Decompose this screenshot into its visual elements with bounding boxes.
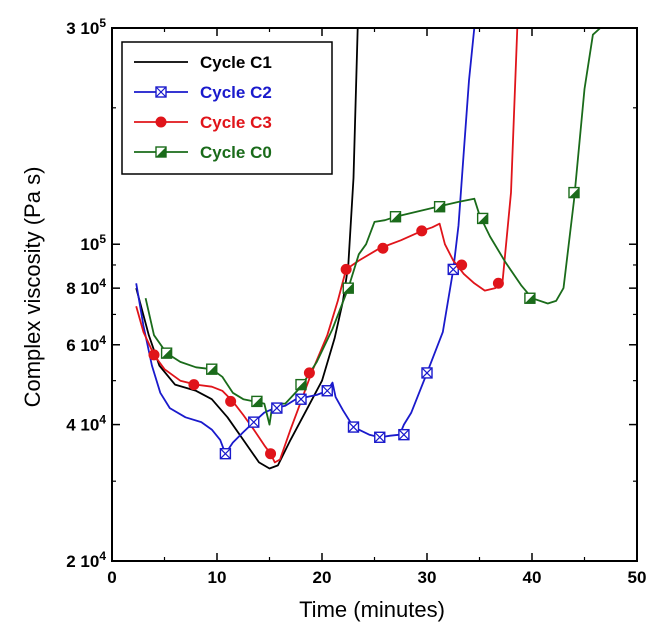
data-point-marker	[433, 201, 446, 213]
data-point-marker	[524, 292, 536, 304]
legend-item: Cycle C2	[134, 83, 272, 102]
y-tick-label: 105	[80, 232, 106, 254]
marker-cross-b	[421, 367, 433, 379]
axis-ticks	[111, 27, 638, 562]
marker-cross-b	[295, 393, 307, 405]
data-point-marker	[374, 431, 386, 443]
marker-half-fill	[434, 201, 445, 212]
marker-half-fill	[524, 293, 535, 304]
x-tick-label: 40	[523, 568, 542, 587]
data-point-marker	[206, 363, 218, 375]
marker-cross-b	[248, 416, 260, 428]
data-point-marker	[160, 347, 173, 359]
data-point-marker	[377, 242, 389, 254]
marker-circle	[148, 349, 160, 361]
legend-swatch-marker	[155, 86, 167, 98]
data-point-marker	[271, 402, 283, 414]
data-point-marker	[389, 211, 402, 223]
marker-half-fill	[477, 213, 488, 224]
data-point-marker	[248, 416, 260, 428]
x-axis-title: Time (minutes)	[299, 597, 445, 622]
series-line-3	[135, 28, 519, 464]
legend-box	[121, 41, 333, 175]
data-point-marker	[148, 349, 160, 361]
marker-cross-b	[348, 421, 359, 433]
marker-half-fill	[206, 364, 217, 375]
marker-half-fill	[390, 211, 401, 222]
data-point-marker	[492, 277, 504, 289]
marker-circle	[416, 225, 428, 237]
marker-half-fill	[343, 283, 354, 294]
legend-label: Cycle C0	[200, 143, 272, 162]
marker-half-fill	[569, 187, 579, 198]
data-point-marker	[321, 385, 333, 397]
data-point-marker	[219, 447, 232, 460]
legend-label: Cycle C1	[200, 53, 272, 72]
marker-half-fill	[251, 396, 262, 407]
legend-label: Cycle C2	[200, 83, 272, 102]
data-point-marker	[398, 428, 410, 441]
x-tick-label: 50	[628, 568, 647, 587]
marker-circle	[456, 259, 468, 271]
y-tick-label: 4 104	[66, 413, 106, 435]
tick-labels: 0 10 20 30 40 50 2 104 4 104 6 104 8 104 105 3 105	[66, 16, 646, 587]
data-point-marker	[421, 367, 433, 379]
marker-circle	[377, 242, 389, 254]
marker-circle	[188, 379, 200, 391]
series-layer	[135, 28, 601, 470]
data-point-marker	[347, 421, 360, 433]
series-line-4	[144, 28, 601, 426]
marker-cross-b	[219, 448, 231, 460]
data-point-marker	[476, 212, 489, 225]
data-point-marker	[568, 186, 580, 199]
data-point-marker	[188, 379, 200, 391]
marker-circle	[303, 367, 315, 379]
marker-cross-b	[374, 431, 386, 443]
legend-swatch-marker	[155, 116, 167, 128]
y-tick-label: 2 104	[66, 549, 106, 571]
marker-half-fill	[161, 348, 172, 359]
data-point-marker	[303, 367, 315, 379]
legend-item: Cycle C0	[134, 143, 272, 162]
x-tick-label: 10	[208, 568, 227, 587]
y-axis-title: Complex viscosity (Pa s)	[20, 167, 45, 408]
marker-cross-b	[271, 402, 283, 414]
data-point-marker	[265, 448, 277, 460]
x-tick-label: 30	[418, 568, 437, 587]
series-markers	[148, 186, 580, 460]
marker-circle	[340, 263, 352, 275]
data-point-marker	[416, 225, 428, 237]
y-tick-label: 8 104	[66, 276, 106, 298]
data-point-marker	[295, 378, 307, 391]
marker-circle	[492, 277, 504, 289]
legend: Cycle C1 Cycle C2 Cycle C3 Cycle C0	[121, 41, 333, 175]
marker-cross-b	[398, 429, 410, 441]
marker-cross-b	[155, 86, 167, 98]
data-point-marker	[456, 259, 468, 271]
marker-half-fill	[156, 147, 166, 157]
marker-circle	[155, 116, 167, 128]
x-tick-label: 20	[313, 568, 332, 587]
legend-item: Cycle C3	[134, 113, 272, 132]
data-point-marker	[295, 393, 307, 405]
legend-item: Cycle C1	[134, 53, 272, 72]
marker-circle	[225, 395, 237, 407]
data-point-marker	[251, 395, 263, 408]
marker-cross-b	[321, 385, 333, 397]
marker-circle	[265, 448, 277, 460]
legend-swatch-marker	[155, 146, 167, 158]
marker-half-fill	[296, 379, 306, 390]
legend-label: Cycle C3	[200, 113, 272, 132]
y-tick-label: 6 104	[66, 333, 106, 355]
data-point-marker	[340, 263, 352, 275]
x-tick-label: 0	[107, 568, 116, 587]
data-point-marker	[342, 282, 354, 294]
y-tick-label: 3 105	[66, 16, 106, 38]
data-point-marker	[225, 395, 237, 407]
